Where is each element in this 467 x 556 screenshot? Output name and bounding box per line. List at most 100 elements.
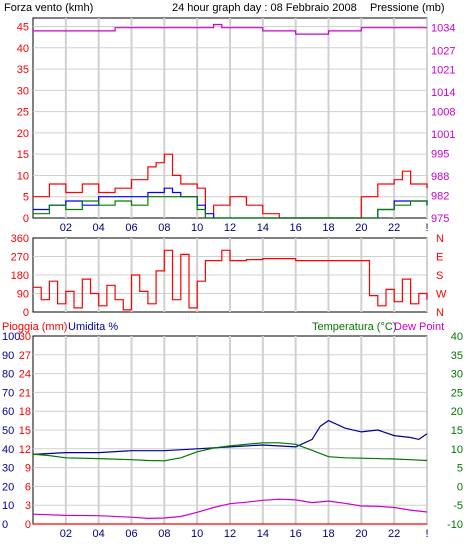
temperature-tick-label: 0: [457, 481, 463, 493]
humidity-tick-label: 90: [2, 350, 14, 362]
time-tick-label: 22: [388, 528, 400, 540]
time-tick-label: 08: [158, 528, 170, 540]
rain-axis-ticks: 0 3 6 9 12 15 18 21 24 27 30: [19, 331, 31, 531]
compass-tick-label: N: [436, 307, 444, 319]
wind-axis-ticks: 0 5 10 15 20 25 30 35 40 45: [17, 22, 29, 225]
pressure-tick-label: 1008: [431, 107, 455, 119]
dewpoint-line: [32, 498, 428, 520]
temperature-tick-label: -10: [447, 519, 463, 531]
time-tick-label: 12: [224, 528, 236, 540]
wind-tick-label: 0: [23, 213, 29, 225]
rain-tick-label: 12: [19, 444, 31, 456]
direction-tick-label: 270: [11, 252, 29, 264]
wind-direction-series: [33, 249, 428, 311]
temperature-axis-title: Temperatura (°C): [312, 321, 396, 333]
direction-tick-label: 180: [11, 270, 29, 282]
temperature-line: [32, 442, 428, 462]
time-axis-ticks: 02 04 06 08 10 12 14 16 18 20 22!: [60, 222, 429, 234]
direction-tick-label: 0: [23, 307, 29, 319]
pressure-axis-ticks: 975 982 988 995 1001 1008 1014 1021 1027 1034: [431, 23, 455, 225]
time-tick-label: !: [425, 528, 428, 540]
time-tick-label: 02: [60, 528, 72, 540]
time-tick-label: 04: [93, 528, 105, 540]
compass-tick-label: E: [436, 252, 443, 264]
wind-tick-label: 5: [23, 192, 29, 204]
humidity-axis-ticks: 0 10 20 30 40 50 60 70 80 90 100: [2, 331, 20, 531]
time-axis-ticks-bottom: 02 04 06 08 10 12 14 16 18 20 22!: [60, 528, 429, 540]
temperature-tick-label: 35: [451, 350, 463, 362]
rain-tick-label: 21: [19, 387, 31, 399]
humidity-tick-label: 100: [2, 331, 20, 343]
humidity-tick-label: 40: [2, 444, 14, 456]
time-tick-label: 18: [322, 528, 334, 540]
humidity-tick-label: 60: [2, 406, 14, 418]
temperature-tick-label: 30: [451, 369, 463, 381]
time-tick-label: 20: [355, 222, 367, 234]
humidity-tick-label: 80: [2, 369, 14, 381]
pressure-tick-label: 1014: [431, 87, 455, 99]
time-tick-label: 06: [125, 222, 137, 234]
time-tick-label: 18: [322, 222, 334, 234]
dewpoint-axis-title: Dew Point: [394, 321, 444, 333]
direction-degree-ticks: 0 90 180 270 360: [11, 233, 29, 319]
compass-tick-label: W: [436, 289, 447, 301]
wind-tick-label: 15: [17, 149, 29, 161]
rain-tick-label: 3: [25, 500, 31, 512]
compass-tick-label: N: [436, 233, 444, 245]
wind-tick-label: 45: [17, 22, 29, 34]
compass-tick-label: S: [436, 270, 443, 282]
rain-tick-label: 15: [19, 425, 31, 437]
wind-tick-label: 30: [17, 85, 29, 97]
time-tick-label: 02: [60, 222, 72, 234]
wind-tick-label: 10: [17, 170, 29, 182]
temperature-tick-label: -5: [453, 500, 463, 512]
pressure-tick-label: 988: [431, 171, 449, 183]
time-tick-label: 08: [158, 222, 170, 234]
time-tick-label: 12: [224, 222, 236, 234]
temperature-axis-ticks: -10 -5 0 5 10 15 20 25 30 35 40: [447, 331, 463, 531]
rain-axis-title: Pioggia (mm): [2, 321, 67, 333]
pressure-tick-label: 1027: [431, 45, 455, 57]
wind-average-line: [33, 196, 428, 219]
rain-humidity-temperature-series: [32, 419, 428, 525]
humidity-tick-label: 50: [2, 425, 14, 437]
pressure-axis-title: Pressione (mb): [370, 2, 445, 14]
humidity-axis-title: Umidita %: [68, 321, 118, 333]
chart-title: 24 hour graph day : 08 Febbraio 2008: [172, 2, 357, 14]
wind-tick-label: 35: [17, 64, 29, 76]
temperature-tick-label: 5: [457, 463, 463, 475]
time-tick-label: 06: [125, 528, 137, 540]
time-tick-label: 16: [290, 528, 302, 540]
wind-tick-label: 40: [17, 43, 29, 55]
rain-tick-label: 30: [19, 331, 31, 343]
rain-tick-label: 27: [19, 350, 31, 362]
humidity-tick-label: 10: [2, 500, 14, 512]
humidity-line: [32, 419, 428, 455]
wind-tick-label: 20: [17, 128, 29, 140]
pressure-tick-label: 995: [431, 148, 449, 160]
pressure-tick-label: 1001: [431, 129, 455, 141]
pressure-tick-label: 975: [431, 213, 449, 225]
time-tick-label: 16: [290, 222, 302, 234]
rain-tick-label: 0: [25, 519, 31, 531]
time-tick-label: 20: [355, 528, 367, 540]
wind-axis-title: Forza vento (kmh): [4, 2, 93, 14]
time-tick-label: 10: [191, 222, 203, 234]
wind-direction-line: [33, 249, 428, 311]
rain-tick-label: 18: [19, 406, 31, 418]
temperature-tick-label: 40: [451, 331, 463, 343]
humidity-tick-label: 70: [2, 387, 14, 399]
time-tick-label: 22: [388, 222, 400, 234]
wind-tick-label: 25: [17, 107, 29, 119]
temperature-tick-label: 10: [451, 444, 463, 456]
humidity-tick-label: 20: [2, 481, 14, 493]
temperature-tick-label: 15: [451, 425, 463, 437]
pressure-tick-label: 982: [431, 190, 449, 202]
direction-tick-label: 90: [17, 289, 29, 301]
humidity-tick-label: 30: [2, 463, 14, 475]
pressure-tick-label: 1021: [431, 65, 455, 77]
